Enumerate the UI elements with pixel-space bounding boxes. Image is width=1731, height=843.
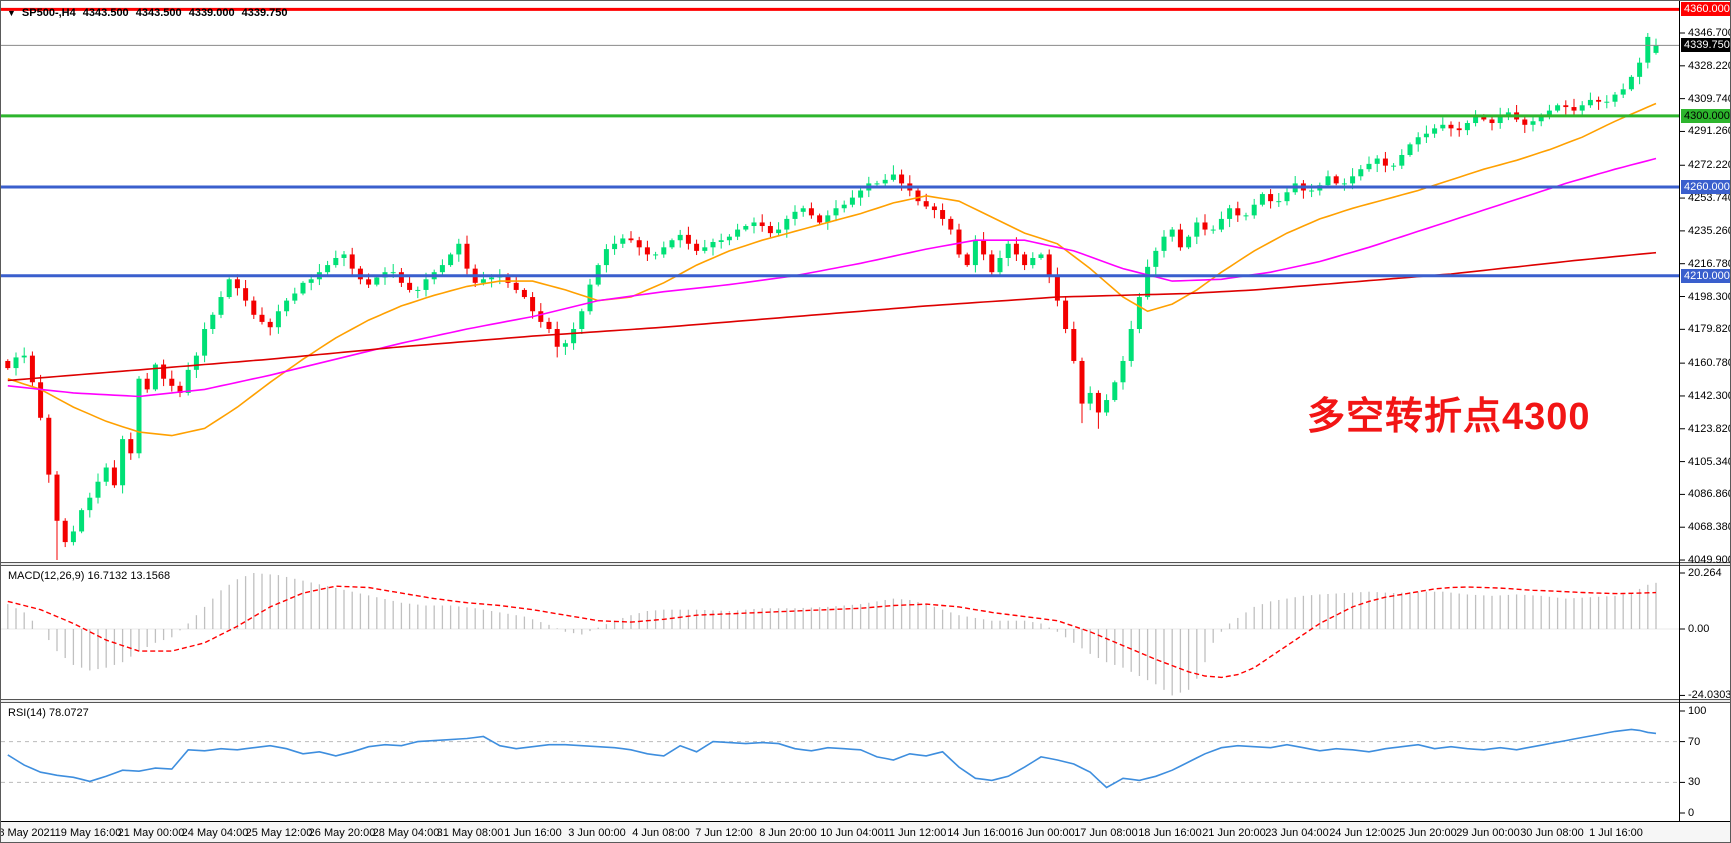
macd-value: 16.7132 bbox=[87, 570, 128, 582]
price-badge-4210.000: 4210.000 bbox=[1681, 269, 1730, 283]
price-tick-4142.300: 4142.300 bbox=[1688, 390, 1731, 402]
chart-text-annotation[interactable]: 多空转折点4300 bbox=[1307, 396, 1591, 438]
time-label-7: 31 May 08:00 bbox=[436, 827, 504, 839]
price-tick-4216.780: 4216.780 bbox=[1688, 258, 1731, 270]
panel-separator-rsi[interactable] bbox=[1, 699, 1730, 703]
time-label-22: 25 Jun 20:00 bbox=[1393, 827, 1457, 839]
price-tick-4179.820: 4179.820 bbox=[1688, 323, 1731, 335]
price-tick-4049.900: 4049.900 bbox=[1688, 554, 1731, 566]
time-label-17: 17 Jun 08:00 bbox=[1074, 827, 1138, 839]
time-label-10: 4 Jun 08:00 bbox=[632, 827, 690, 839]
rsi-tick-30: 30 bbox=[1688, 776, 1701, 788]
mid-ma-line bbox=[7, 157, 1657, 398]
candlestick-layer bbox=[5, 33, 1659, 561]
macd-tick-20.264: 20.264 bbox=[1688, 567, 1722, 579]
price-tick-4272.220: 4272.220 bbox=[1688, 159, 1731, 171]
rsi-tick-100: 100 bbox=[1688, 705, 1707, 717]
time-label-4: 25 May 12:00 bbox=[245, 827, 313, 839]
time-label-14: 11 Jun 12:00 bbox=[883, 827, 947, 839]
price-tick-4105.340: 4105.340 bbox=[1688, 456, 1731, 468]
time-label-23: 29 Jun 00:00 bbox=[1456, 827, 1520, 839]
price-tick-4291.260: 4291.260 bbox=[1688, 125, 1731, 137]
macd-signal-line bbox=[7, 585, 1657, 679]
time-label-6: 28 May 04:00 bbox=[372, 827, 440, 839]
ohlc-low: 4339.000 bbox=[188, 7, 235, 19]
time-label-24: 30 Jun 08:00 bbox=[1520, 827, 1584, 839]
rsi-value: 78.0727 bbox=[48, 707, 89, 719]
price-badge-4360.000: 4360.000 bbox=[1681, 2, 1730, 16]
price-tick-4309.740: 4309.740 bbox=[1688, 93, 1731, 105]
time-label-25: 1 Jul 16:00 bbox=[1589, 827, 1643, 839]
macd-tick-0.00: 0.00 bbox=[1688, 623, 1710, 635]
time-axis-border bbox=[1, 821, 1730, 822]
ohlc-high: 4343.500 bbox=[135, 7, 182, 19]
price-axis-border bbox=[1679, 1, 1680, 822]
price-tick-4068.380: 4068.380 bbox=[1688, 521, 1731, 533]
macd-indicator-label: MACD(12,26,9) 16.7132 13.1568 bbox=[8, 570, 170, 582]
time-label-3: 24 May 04:00 bbox=[181, 827, 249, 839]
price-badge-4339.750: 4339.750 bbox=[1681, 38, 1730, 52]
rsi-name: RSI(14) bbox=[8, 707, 46, 719]
time-label-13: 10 Jun 04:00 bbox=[820, 827, 884, 839]
time-label-19: 21 Jun 20:00 bbox=[1202, 827, 1266, 839]
macd-name: MACD(12,26,9) bbox=[8, 570, 85, 582]
symbol-dropdown-icon[interactable]: ▼ bbox=[7, 8, 16, 18]
price-tick-4253.740: 4253.740 bbox=[1688, 192, 1731, 204]
price-badge-4260.000: 4260.000 bbox=[1681, 180, 1730, 194]
price-tick-4328.220: 4328.220 bbox=[1688, 60, 1731, 72]
slow-ma-line bbox=[7, 251, 1657, 382]
symbol-ohlc-bar: ▼ SP500-,H4 4343.500 4343.500 4339.000 43… bbox=[7, 7, 292, 19]
price-tick-4235.260: 4235.260 bbox=[1688, 225, 1731, 237]
time-label-8: 1 Jun 16:00 bbox=[504, 827, 562, 839]
fast-ma-line bbox=[7, 102, 1657, 437]
ohlc-open: 4343.500 bbox=[82, 7, 129, 19]
price-badge-4300.000: 4300.000 bbox=[1681, 109, 1730, 123]
time-label-12: 8 Jun 20:00 bbox=[759, 827, 817, 839]
macd-histogram-layer bbox=[7, 573, 1657, 696]
time-label-15: 14 Jun 16:00 bbox=[947, 827, 1011, 839]
time-label-9: 3 Jun 00:00 bbox=[568, 827, 626, 839]
price-tick-4198.300: 4198.300 bbox=[1688, 291, 1731, 303]
time-label-1: 19 May 16:00 bbox=[54, 827, 122, 839]
macd-tick--24.0303: -24.0303 bbox=[1688, 689, 1731, 701]
symbol-name: SP500-,H4 bbox=[21, 7, 76, 19]
rsi-line bbox=[7, 728, 1657, 789]
panel-separator-macd[interactable] bbox=[1, 562, 1730, 566]
time-label-5: 26 May 20:00 bbox=[308, 827, 376, 839]
rsi-tick-0: 0 bbox=[1688, 807, 1695, 819]
price-tick-4160.780: 4160.780 bbox=[1688, 357, 1731, 369]
time-label-21: 24 Jun 12:00 bbox=[1329, 827, 1393, 839]
time-label-0: 18 May 2021 bbox=[1, 827, 56, 839]
ohlc-close: 4339.750 bbox=[241, 7, 288, 19]
time-label-20: 23 Jun 04:00 bbox=[1265, 827, 1329, 839]
time-label-18: 18 Jun 16:00 bbox=[1138, 827, 1202, 839]
rsi-indicator-label: RSI(14) 78.0727 bbox=[8, 707, 89, 719]
price-tick-4346.700: 4346.700 bbox=[1688, 27, 1731, 39]
time-label-2: 21 May 00:00 bbox=[117, 827, 185, 839]
time-label-16: 16 Jun 00:00 bbox=[1011, 827, 1075, 839]
rsi-tick-70: 70 bbox=[1688, 736, 1701, 748]
macd-signal-value: 13.1568 bbox=[130, 570, 171, 582]
time-axis-strip bbox=[1, 822, 1730, 842]
time-label-11: 7 Jun 12:00 bbox=[695, 827, 753, 839]
price-tick-4086.860: 4086.860 bbox=[1688, 488, 1731, 500]
price-tick-4123.820: 4123.820 bbox=[1688, 423, 1731, 435]
